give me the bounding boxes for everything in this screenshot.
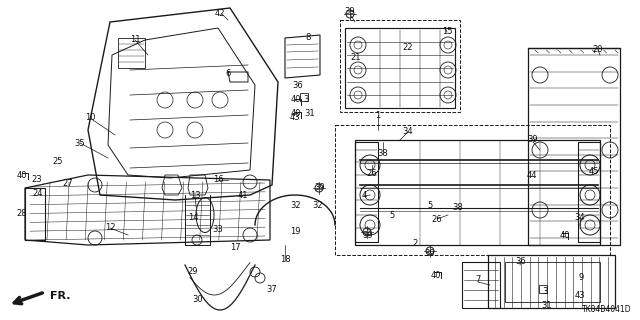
Text: 29: 29 (188, 268, 198, 276)
Text: 24: 24 (33, 188, 44, 197)
Text: 34: 34 (575, 213, 586, 222)
Text: 42: 42 (215, 10, 225, 19)
Text: 25: 25 (52, 157, 63, 166)
Text: 38: 38 (378, 148, 388, 157)
Text: 3: 3 (303, 95, 308, 105)
Text: 5: 5 (389, 211, 395, 220)
Text: 4: 4 (362, 190, 367, 199)
Text: 40: 40 (431, 270, 441, 279)
Text: 9: 9 (579, 274, 584, 283)
Text: 26: 26 (367, 169, 378, 178)
Text: 37: 37 (267, 285, 277, 294)
Text: 19: 19 (290, 228, 300, 236)
Text: 39: 39 (528, 135, 538, 145)
Text: 20: 20 (593, 45, 604, 54)
Text: 40: 40 (17, 171, 28, 180)
Text: 1: 1 (376, 110, 381, 119)
Text: 27: 27 (63, 179, 74, 188)
Text: 3: 3 (542, 287, 548, 297)
Text: 35: 35 (75, 139, 85, 148)
Text: 17: 17 (230, 243, 240, 252)
Text: 28: 28 (17, 209, 28, 218)
Text: 34: 34 (403, 127, 413, 137)
Text: 23: 23 (32, 175, 42, 185)
Text: 32: 32 (313, 201, 323, 210)
Text: 14: 14 (188, 213, 198, 222)
Text: 41: 41 (237, 190, 248, 199)
Text: 44: 44 (527, 171, 537, 180)
Text: TK84B4041D: TK84B4041D (582, 305, 632, 314)
Text: 40: 40 (291, 108, 301, 117)
Text: 36: 36 (516, 258, 526, 267)
Text: 11: 11 (130, 36, 140, 44)
Bar (118, 38, 145, 68)
Text: 2: 2 (412, 238, 418, 247)
Text: 43: 43 (290, 113, 300, 122)
Text: 13: 13 (189, 190, 200, 199)
Text: 39: 39 (363, 230, 373, 239)
Text: 5: 5 (428, 202, 433, 211)
Bar (300, 93, 308, 101)
Text: 15: 15 (442, 28, 452, 36)
Bar (488, 255, 615, 308)
Text: 22: 22 (403, 43, 413, 52)
Text: 43: 43 (575, 292, 586, 300)
Text: 36: 36 (292, 81, 303, 90)
Bar (539, 285, 547, 293)
Text: 21: 21 (351, 53, 361, 62)
Text: 39: 39 (425, 249, 435, 258)
Text: 18: 18 (280, 255, 291, 265)
Text: 12: 12 (105, 223, 115, 233)
Text: 40: 40 (560, 230, 570, 239)
Text: 8: 8 (305, 34, 310, 43)
Text: 6: 6 (225, 68, 230, 77)
Text: 16: 16 (212, 175, 223, 185)
Text: 10: 10 (84, 114, 95, 123)
Text: 39: 39 (315, 183, 325, 193)
Text: 31: 31 (305, 108, 316, 117)
Text: FR.: FR. (50, 291, 70, 301)
Text: 40: 40 (291, 95, 301, 105)
Bar (340, 20, 460, 112)
Text: 26: 26 (432, 215, 442, 225)
Text: 7: 7 (476, 276, 481, 284)
Text: 32: 32 (291, 201, 301, 210)
Text: 39: 39 (345, 7, 355, 17)
Bar (335, 125, 610, 255)
Bar (505, 262, 600, 302)
Text: 31: 31 (541, 300, 552, 309)
Text: 45: 45 (589, 167, 599, 177)
Text: 33: 33 (212, 226, 223, 235)
Text: 38: 38 (452, 204, 463, 212)
Text: 30: 30 (193, 294, 204, 303)
